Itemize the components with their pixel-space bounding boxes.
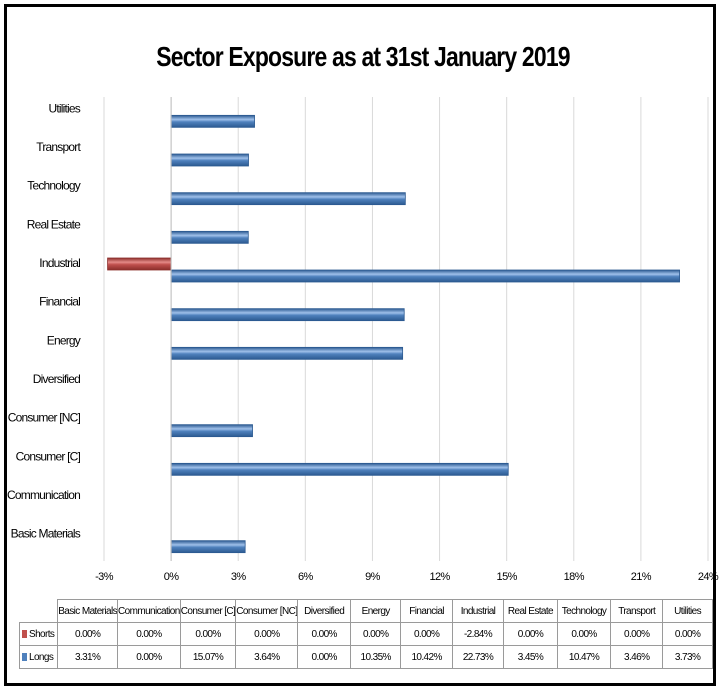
x-tick-label: 24% (698, 571, 719, 583)
data-table-value: 10.47% (556, 645, 612, 669)
data-table-value: 3.31% (57, 645, 119, 669)
x-tick-label: 3% (231, 571, 247, 583)
data-table-category: Financial (400, 599, 453, 623)
data-table-value: 3.64% (235, 645, 299, 669)
data-table-value: 0.00% (117, 645, 181, 669)
bar-longs (170, 462, 509, 476)
bar-longs (170, 346, 404, 360)
data-table-value: 10.42% (400, 645, 453, 669)
x-tick-label: 6% (298, 571, 314, 583)
data-table-category: Transport (610, 599, 664, 623)
legend-label: Shorts (29, 628, 55, 640)
data-table-category: Energy (349, 599, 402, 623)
category-label: Transport (36, 140, 81, 154)
data-table-value: 0.00% (610, 622, 664, 646)
category-label: Consumer [C] (16, 449, 81, 463)
legend-entry: Shorts (18, 622, 59, 646)
legend-label: Longs (29, 651, 54, 663)
data-table-value: 0.00% (117, 622, 181, 646)
x-tick-label: 21% (631, 571, 652, 583)
sector-exposure-chart: -3% 0% 3% 6% 9% 12% 15% 18% 21% 24% Basic Material… (7, 97, 719, 583)
chart-title: Sector Exposure as at 31st January 2019 (156, 41, 570, 72)
data-table: Basic Materials Communication Consumer [C]… (18, 599, 713, 669)
bar-longs (170, 540, 246, 554)
x-tick-label: 18% (564, 571, 585, 583)
category-label: Financial (39, 295, 80, 309)
category-label: Diversified (33, 372, 80, 386)
data-table-value: 0.00% (503, 622, 558, 646)
data-table-value: 0.00% (556, 622, 612, 646)
bar-longs (170, 114, 255, 128)
data-table-header: Basic Materials Communication Consumer [C]… (20, 599, 713, 623)
bar-longs (170, 269, 680, 283)
bar-longs (170, 308, 405, 322)
bar-shorts (107, 257, 172, 271)
data-table-row: Shorts 0.00% 0.00% 0.00% 0.00% 0.00% 0.00% 0.00… (18, 622, 713, 646)
bar-longs (170, 153, 249, 167)
bar-longs (170, 192, 406, 206)
data-table-category: Consumer [C] (179, 599, 237, 623)
category-label: Utilities (49, 101, 81, 115)
data-table-row: Longs 3.31% 0.00% 15.07% 3.64% 0.00% 10.35% 10.… (18, 645, 713, 669)
x-tick-label: -3% (95, 571, 114, 583)
data-table-value: 0.00% (235, 622, 299, 646)
data-table-value: 3.73% (662, 645, 713, 669)
data-table-category: Basic Materials (57, 599, 119, 623)
category-label: Industrial (39, 256, 80, 270)
category-label: Communication (7, 488, 80, 502)
x-tick-label: 12% (429, 571, 450, 583)
data-table-value: 3.46% (610, 645, 664, 669)
data-table-category: Diversified (297, 599, 351, 623)
data-table-category: Real Estate (503, 599, 558, 623)
data-table-value: 0.00% (662, 622, 713, 646)
category-label: Real Estate (27, 217, 81, 231)
data-table-value: 22.73% (451, 645, 505, 669)
bar-longs (170, 230, 249, 244)
bar-longs (170, 424, 253, 438)
data-table-category: Industrial (451, 599, 505, 623)
category-label: Consumer [NC] (8, 411, 81, 425)
data-table-value: 3.45% (503, 645, 558, 669)
data-table-value: 15.07% (179, 645, 237, 669)
data-table-value: 0.00% (179, 622, 237, 646)
x-tick-label: 15% (497, 571, 518, 583)
category-label: Technology (27, 179, 81, 193)
legend-entry: Longs (18, 645, 59, 669)
x-tick-label: 0% (164, 571, 180, 583)
category-label: Basic Materials (11, 527, 81, 541)
data-table-value: 0.00% (349, 622, 402, 646)
legend-key (22, 629, 27, 638)
data-table-category: Utilities (662, 599, 713, 623)
data-table-category: Communication (117, 599, 181, 623)
data-table-value: -2.84% (451, 622, 505, 646)
x-tick-label: 9% (365, 571, 381, 583)
category-label: Energy (47, 333, 81, 347)
data-table-category: Technology (556, 599, 612, 623)
legend-key (22, 652, 27, 661)
data-table-value: 0.00% (297, 645, 351, 669)
data-table-value: 0.00% (297, 622, 351, 646)
data-table-value: 10.35% (349, 645, 402, 669)
data-table-category: Consumer [NC] (235, 599, 299, 623)
data-table-value: 0.00% (400, 622, 453, 646)
chart-frame: Sector Exposure as at 31st January 2019 … (4, 4, 719, 686)
data-table-value: 0.00% (57, 622, 119, 646)
